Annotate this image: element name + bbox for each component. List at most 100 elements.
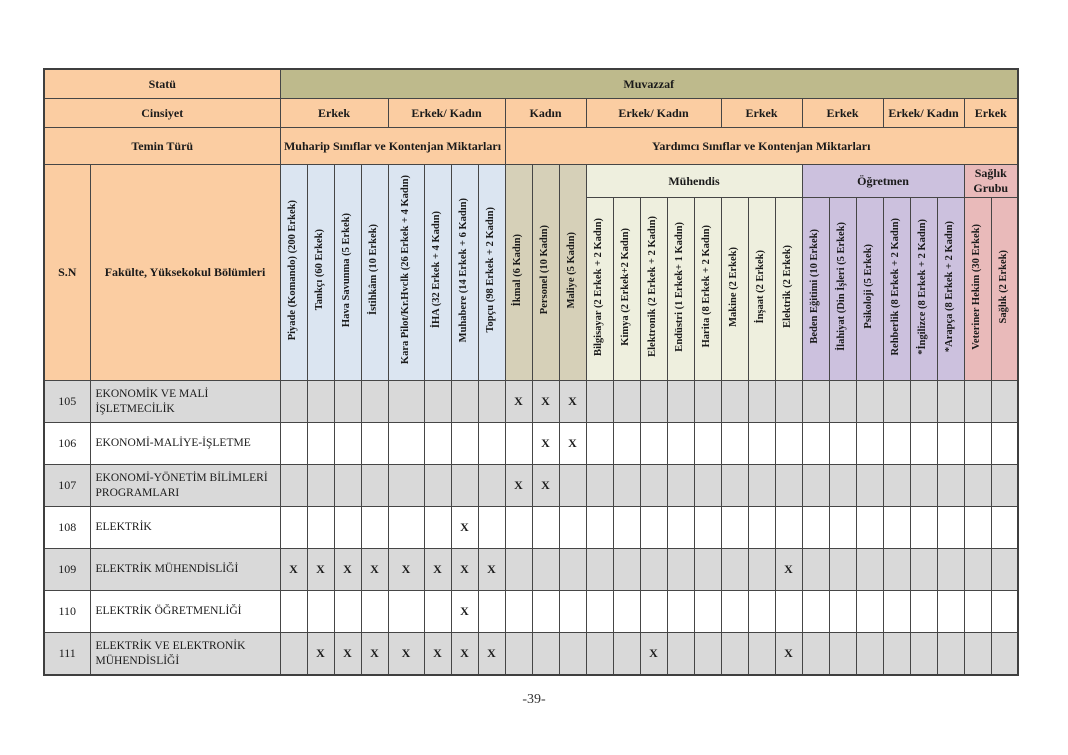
column-header-muharip-siniflar: Topçu (98 Erkek + 2 Kadın) <box>477 164 506 381</box>
mark-cell <box>279 506 308 549</box>
mark-cell <box>423 464 452 507</box>
row-number-cell: 107 <box>43 464 91 507</box>
column-label: Elektronik (2 Erkek + 2 Kadın) <box>647 216 659 357</box>
mark-cell <box>855 464 884 507</box>
mark-cell <box>558 632 587 676</box>
mark-cell <box>882 548 911 591</box>
column-label: İlahiyat (Din İşleri (5 Erkek) <box>836 222 848 351</box>
mark-cell <box>909 548 938 591</box>
mark-cell <box>306 506 335 549</box>
kontenjan-table: Statü Muvazzaf Cinsiyet Erkek Erkek/ Kadı… <box>43 68 1019 676</box>
mark-cell <box>855 422 884 465</box>
column-label: Makine (2 Erkek) <box>728 246 740 327</box>
column-header-muhendis: Bilgisayar (2 Erkek + 2 Kadın) <box>585 197 614 381</box>
statu-row: Statü Muvazzaf <box>43 68 1019 99</box>
mark-cell <box>990 590 1019 633</box>
mark-cell <box>585 590 614 633</box>
mark-cell <box>477 380 506 423</box>
mark-cell: X <box>558 422 587 465</box>
mark-cell: X <box>477 548 506 591</box>
column-header-yardimci-kadin: İkmal (6 Kadın) <box>504 164 533 381</box>
mark-cell <box>855 506 884 549</box>
column-header-saglik-grubu: Sağlık (2 Erkek) <box>990 197 1019 381</box>
cinsiyet-span: Erkek <box>801 98 884 128</box>
cinsiyet-span: Erkek <box>720 98 803 128</box>
mark-cell <box>720 464 749 507</box>
column-label: Piyade (Komando) (200 Erkek) <box>287 199 299 341</box>
column-label: Kara Pilot/Kr.Hvclk (26 Erkek + 4 Kadın) <box>399 175 411 365</box>
mark-cell <box>828 380 857 423</box>
mark-cell <box>279 422 308 465</box>
mark-cell: X <box>333 632 362 676</box>
mark-cell <box>387 464 425 507</box>
mark-cell <box>504 590 533 633</box>
mark-cell <box>936 632 965 676</box>
department-name-cell: EKONOMİ-YÖNETİM BİLİMLERİ PROGRAMLARI <box>89 464 281 507</box>
mark-cell: X <box>360 632 389 676</box>
mark-cell <box>558 548 587 591</box>
column-header-muharip-siniflar: Tankçı (60 Erkek) <box>306 164 335 381</box>
mark-cell <box>450 380 479 423</box>
mark-cell: X <box>279 548 308 591</box>
column-label: Bilgisayar (2 Erkek + 2 Kadın) <box>593 217 605 356</box>
table-row: 109 ELEKTRİK MÜHENDİSLİĞİ X X X X X X X X X <box>43 548 1019 591</box>
mark-cell <box>639 590 668 633</box>
column-label: Veteriner Hekim (30 Erkek) <box>971 223 983 350</box>
mark-cell <box>306 380 335 423</box>
mark-cell <box>333 506 362 549</box>
mark-cell <box>693 380 722 423</box>
mark-cell <box>333 590 362 633</box>
mark-cell <box>666 632 695 676</box>
sn-column-header: S.N <box>43 164 91 381</box>
mark-cell <box>504 506 533 549</box>
cinsiyet-span: Erkek <box>279 98 389 128</box>
column-header-ogretmen: İlahiyat (Din İşleri (5 Erkek) <box>828 197 857 381</box>
mark-cell <box>666 506 695 549</box>
mark-cell <box>477 464 506 507</box>
mark-cell <box>612 632 641 676</box>
mark-cell <box>360 422 389 465</box>
mark-cell <box>828 422 857 465</box>
mark-cell <box>963 422 992 465</box>
mark-cell <box>828 632 857 676</box>
mark-cell <box>585 632 614 676</box>
column-label: Psikoloji (5 Erkek) <box>863 244 875 329</box>
mark-cell: X <box>477 632 506 676</box>
mark-cell <box>882 590 911 633</box>
mark-cell <box>333 464 362 507</box>
mark-cell: X <box>306 632 335 676</box>
department-name-cell: EKONOMİ-MALİYE-İŞLETME <box>89 422 281 465</box>
mark-cell <box>477 590 506 633</box>
mark-cell <box>936 464 965 507</box>
column-label: İkmal (6 Kadın) <box>512 233 524 307</box>
cinsiyet-span: Kadın <box>504 98 587 128</box>
mark-cell: X <box>450 632 479 676</box>
column-header-saglik-grubu: Veteriner Hekim (30 Erkek) <box>963 197 992 381</box>
mark-cell: X <box>450 548 479 591</box>
mark-cell <box>279 380 308 423</box>
mark-cell: X <box>387 632 425 676</box>
column-header-ogretmen: Beden Eğitimi (10 Erkek) <box>801 197 830 381</box>
column-header-muhendis: Elektrik (2 Erkek) <box>774 197 803 381</box>
column-header-ogretmen: Psikoloji (5 Erkek) <box>855 197 884 381</box>
column-header-ogretmen: *Arapça (8 Erkek + 2 Kadın) <box>936 197 965 381</box>
mark-cell <box>666 548 695 591</box>
group-header-muhendis: Mühendis <box>585 164 803 198</box>
mark-cell <box>279 464 308 507</box>
mark-cell <box>747 506 776 549</box>
cinsiyet-span: Erkek/ Kadın <box>585 98 722 128</box>
mark-cell <box>990 380 1019 423</box>
mark-cell <box>477 422 506 465</box>
mark-cell: X <box>504 380 533 423</box>
mark-cell: X <box>450 506 479 549</box>
mark-cell <box>855 548 884 591</box>
mark-cell: X <box>423 632 452 676</box>
mark-cell <box>387 422 425 465</box>
mark-cell <box>720 548 749 591</box>
mark-cell <box>990 506 1019 549</box>
department-name-cell: ELEKTRİK ÖĞRETMENLİĞİ <box>89 590 281 633</box>
mark-cell <box>531 590 560 633</box>
mark-cell <box>693 548 722 591</box>
mark-cell <box>720 590 749 633</box>
